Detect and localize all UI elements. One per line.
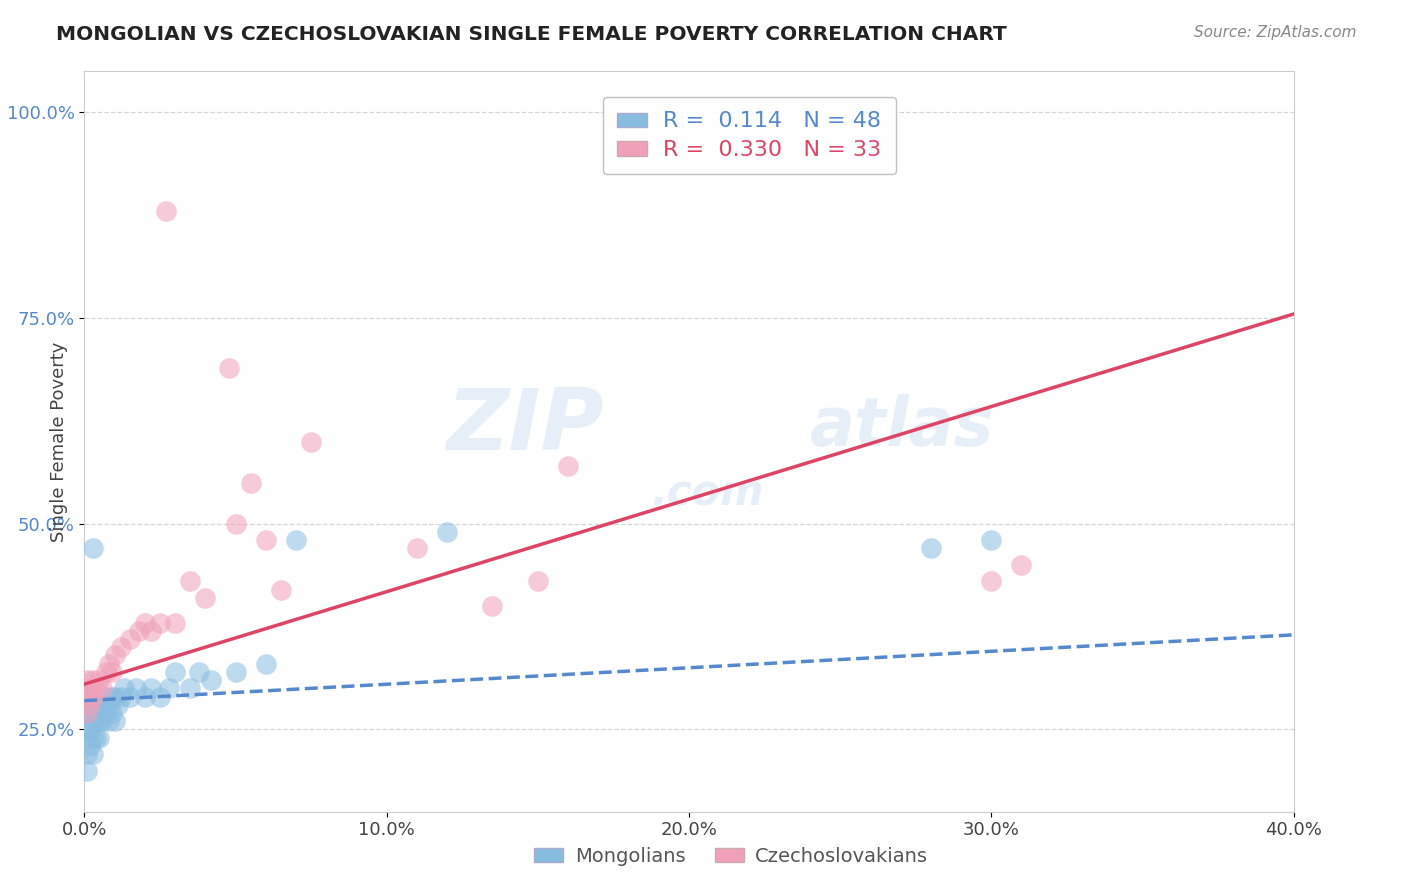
Point bbox=[94, 706, 117, 720]
Point bbox=[179, 574, 201, 589]
Point bbox=[481, 599, 503, 613]
Point bbox=[82, 731, 104, 745]
Point bbox=[82, 747, 104, 761]
Point bbox=[82, 698, 104, 712]
Point bbox=[100, 690, 122, 704]
Point bbox=[128, 624, 150, 638]
Point bbox=[557, 459, 579, 474]
Point bbox=[82, 714, 104, 729]
Point bbox=[76, 764, 98, 778]
Legend: Mongolians, Czechoslovakians: Mongolians, Czechoslovakians bbox=[526, 838, 936, 873]
Legend: R =  0.114   N = 48, R =  0.330   N = 33: R = 0.114 N = 48, R = 0.330 N = 33 bbox=[603, 96, 896, 174]
Point bbox=[239, 475, 262, 490]
Point bbox=[165, 665, 187, 679]
Point bbox=[155, 204, 177, 219]
Point bbox=[200, 673, 222, 687]
Point bbox=[76, 731, 98, 745]
Point bbox=[157, 681, 180, 696]
Point bbox=[436, 524, 458, 539]
Point bbox=[89, 714, 111, 729]
Point bbox=[94, 665, 117, 679]
Point bbox=[125, 681, 148, 696]
Point bbox=[139, 624, 162, 638]
Point bbox=[97, 714, 120, 729]
Point bbox=[920, 541, 942, 556]
Point bbox=[112, 681, 135, 696]
Point bbox=[980, 533, 1002, 548]
Point bbox=[91, 698, 114, 712]
Point bbox=[91, 714, 114, 729]
Point bbox=[194, 591, 217, 605]
Point bbox=[110, 640, 132, 655]
Point bbox=[285, 533, 308, 548]
Point bbox=[89, 698, 111, 712]
Point bbox=[270, 582, 292, 597]
Point bbox=[82, 690, 104, 704]
Point bbox=[79, 690, 101, 704]
Point bbox=[225, 516, 247, 531]
Point bbox=[86, 681, 108, 696]
Point bbox=[179, 681, 201, 696]
Point bbox=[76, 706, 98, 720]
Point bbox=[89, 673, 111, 687]
Point bbox=[165, 615, 187, 630]
Point bbox=[254, 657, 277, 671]
Point bbox=[104, 648, 127, 663]
Point bbox=[118, 632, 141, 646]
Point bbox=[89, 731, 111, 745]
Text: Source: ZipAtlas.com: Source: ZipAtlas.com bbox=[1194, 25, 1357, 40]
Point bbox=[218, 360, 240, 375]
Point bbox=[134, 615, 156, 630]
Point bbox=[188, 665, 211, 679]
Point bbox=[104, 690, 127, 704]
Point bbox=[97, 657, 120, 671]
Point bbox=[76, 690, 98, 704]
Point bbox=[254, 533, 277, 548]
Point bbox=[97, 698, 120, 712]
Point bbox=[76, 723, 98, 737]
Point bbox=[299, 434, 322, 449]
Point bbox=[76, 673, 98, 687]
Point bbox=[149, 615, 172, 630]
Point bbox=[149, 690, 172, 704]
Text: MONGOLIAN VS CZECHOSLOVAKIAN SINGLE FEMALE POVERTY CORRELATION CHART: MONGOLIAN VS CZECHOSLOVAKIAN SINGLE FEMA… bbox=[56, 25, 1007, 44]
Point bbox=[79, 698, 101, 712]
Point bbox=[100, 706, 122, 720]
Point bbox=[100, 665, 122, 679]
Point bbox=[76, 706, 98, 720]
Text: atlas: atlas bbox=[810, 393, 994, 459]
Point bbox=[86, 731, 108, 745]
Point bbox=[139, 681, 162, 696]
Text: ZIP: ZIP bbox=[447, 385, 605, 468]
Point bbox=[118, 690, 141, 704]
Point bbox=[1011, 558, 1033, 572]
Point bbox=[527, 574, 550, 589]
Point bbox=[79, 723, 101, 737]
Point bbox=[79, 739, 101, 753]
Text: .com: .com bbox=[651, 473, 763, 515]
Point bbox=[82, 673, 104, 687]
Point bbox=[86, 714, 108, 729]
Point bbox=[110, 690, 132, 704]
Point bbox=[76, 747, 98, 761]
Point bbox=[91, 681, 114, 696]
Y-axis label: Single Female Poverty: Single Female Poverty bbox=[49, 342, 67, 541]
Point bbox=[134, 690, 156, 704]
Point bbox=[79, 681, 101, 696]
Point bbox=[107, 698, 129, 712]
Point bbox=[94, 690, 117, 704]
Point bbox=[79, 706, 101, 720]
Point bbox=[86, 698, 108, 712]
Point bbox=[225, 665, 247, 679]
Point bbox=[406, 541, 429, 556]
Point bbox=[104, 714, 127, 729]
Point bbox=[980, 574, 1002, 589]
Point bbox=[82, 541, 104, 556]
